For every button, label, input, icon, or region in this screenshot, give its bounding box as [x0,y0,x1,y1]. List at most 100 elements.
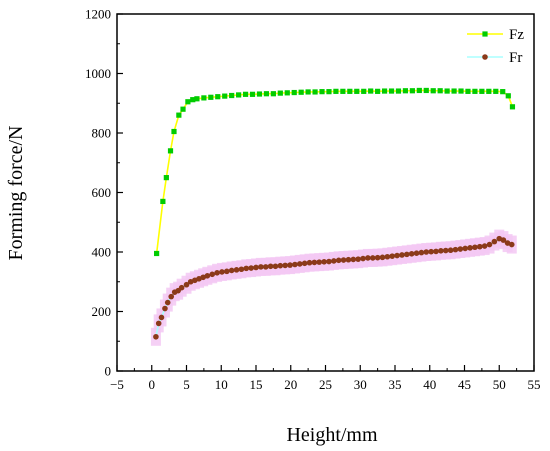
data-point-fr [462,245,468,252]
data-point-fz [298,89,304,95]
data-point-fz [437,88,443,94]
data-point-fr [355,256,361,262]
data-point-fz [222,93,228,99]
data-point-fz [176,112,182,118]
y-tick-label: 600 [92,185,112,200]
data-point-fz [190,97,196,103]
data-point-fr [301,260,308,267]
data-point-fr [224,268,230,275]
data-point-fz [500,89,506,95]
legend-marker-fz [482,31,488,37]
data-point-fz [291,89,297,96]
data-point-fr [253,264,259,271]
x-tick-label: 30 [354,377,367,392]
data-point-fr [321,259,327,265]
data-point-fr [389,253,396,259]
data-point-fr [399,252,405,258]
x-tick-label: 35 [389,377,402,392]
data-point-fr [296,261,303,267]
data-point-fz [354,88,360,94]
data-point-fz [256,91,263,97]
data-point-fz [333,88,339,94]
data-point-fz [388,88,395,94]
data-point-fr [209,271,216,278]
x-tick-label: −5 [110,377,124,392]
data-point-fr [404,251,410,258]
data-point-fr [418,249,425,256]
data-point-fz [423,87,429,94]
data-point-fz [409,88,415,94]
data-point-fz [381,88,388,94]
data-point-fz [479,88,485,94]
data-point-fz [163,175,169,181]
data-point-fz [201,95,207,101]
data-point-fr [413,250,420,256]
x-tick-label: 15 [250,377,263,392]
data-point-fz [326,89,332,95]
data-point-fr [423,249,430,255]
data-point-fr [491,238,498,245]
y-tick-label: 0 [105,364,112,379]
data-point-fr [204,273,211,279]
data-point-fr [447,247,454,254]
data-point-fr [331,258,337,264]
data-point-fr [500,237,507,243]
data-point-fz [458,88,464,94]
data-point-fr [311,259,318,266]
data-point-fr [384,253,391,260]
x-tick-label: 20 [284,377,297,392]
x-tick-label: 50 [493,377,506,392]
data-point-fz [167,148,174,154]
y-tick-label: 200 [92,304,112,319]
data-point-fr [350,256,357,263]
data-point-fr [164,299,171,306]
data-point-fz [229,92,235,99]
x-tick-label: 45 [458,377,471,392]
data-point-fz [154,250,160,257]
data-point-fr [258,264,264,270]
data-point-fr [178,284,185,291]
series-lines [155,89,514,337]
data-point-fz [451,88,457,94]
x-axis-title: Height/mm [286,424,378,446]
data-point-fr [438,248,444,254]
y-tick-label: 800 [92,126,112,141]
data-point-fz [185,99,191,105]
data-point-fz [368,88,374,94]
data-point-fr [508,241,515,248]
data-point-fr [326,258,332,265]
data-point-fz [194,96,200,102]
data-point-fr [360,255,366,262]
data-point-fr [486,241,493,248]
data-point-fr [408,250,415,257]
data-point-fz [160,198,166,205]
data-point-fz [472,88,478,94]
x-axis-ticks: −5 0 5 10 15 20 25 30 35 40 45 50 55 [110,365,541,392]
data-point-fr [457,246,464,252]
data-point-fz [263,91,270,97]
data-point-fr [219,269,225,275]
data-point-fr [472,244,478,251]
legend: Fz Fr [467,27,524,66]
data-point-fz [270,91,276,97]
y-tick-label: 1200 [85,7,111,22]
data-point-fz [284,90,290,96]
data-point-fr [335,257,342,264]
y-tick-label: 400 [92,245,112,260]
data-point-fz [402,88,409,94]
data-point-fz [465,88,471,94]
data-point-fr [292,261,298,268]
series-line-fz [155,89,514,254]
data-point-fr [467,245,473,251]
data-point-fr [228,267,235,274]
data-point-fz [347,88,353,94]
legend-label-fr: Fr [509,50,522,66]
data-point-fr [248,265,254,271]
data-point-fr [340,257,347,263]
data-point-fr [153,333,159,340]
data-point-fz [236,92,242,98]
data-point-fr [267,263,274,270]
data-point-fz [395,88,402,94]
x-tick-label: 40 [423,377,436,392]
data-point-fr [374,254,381,261]
